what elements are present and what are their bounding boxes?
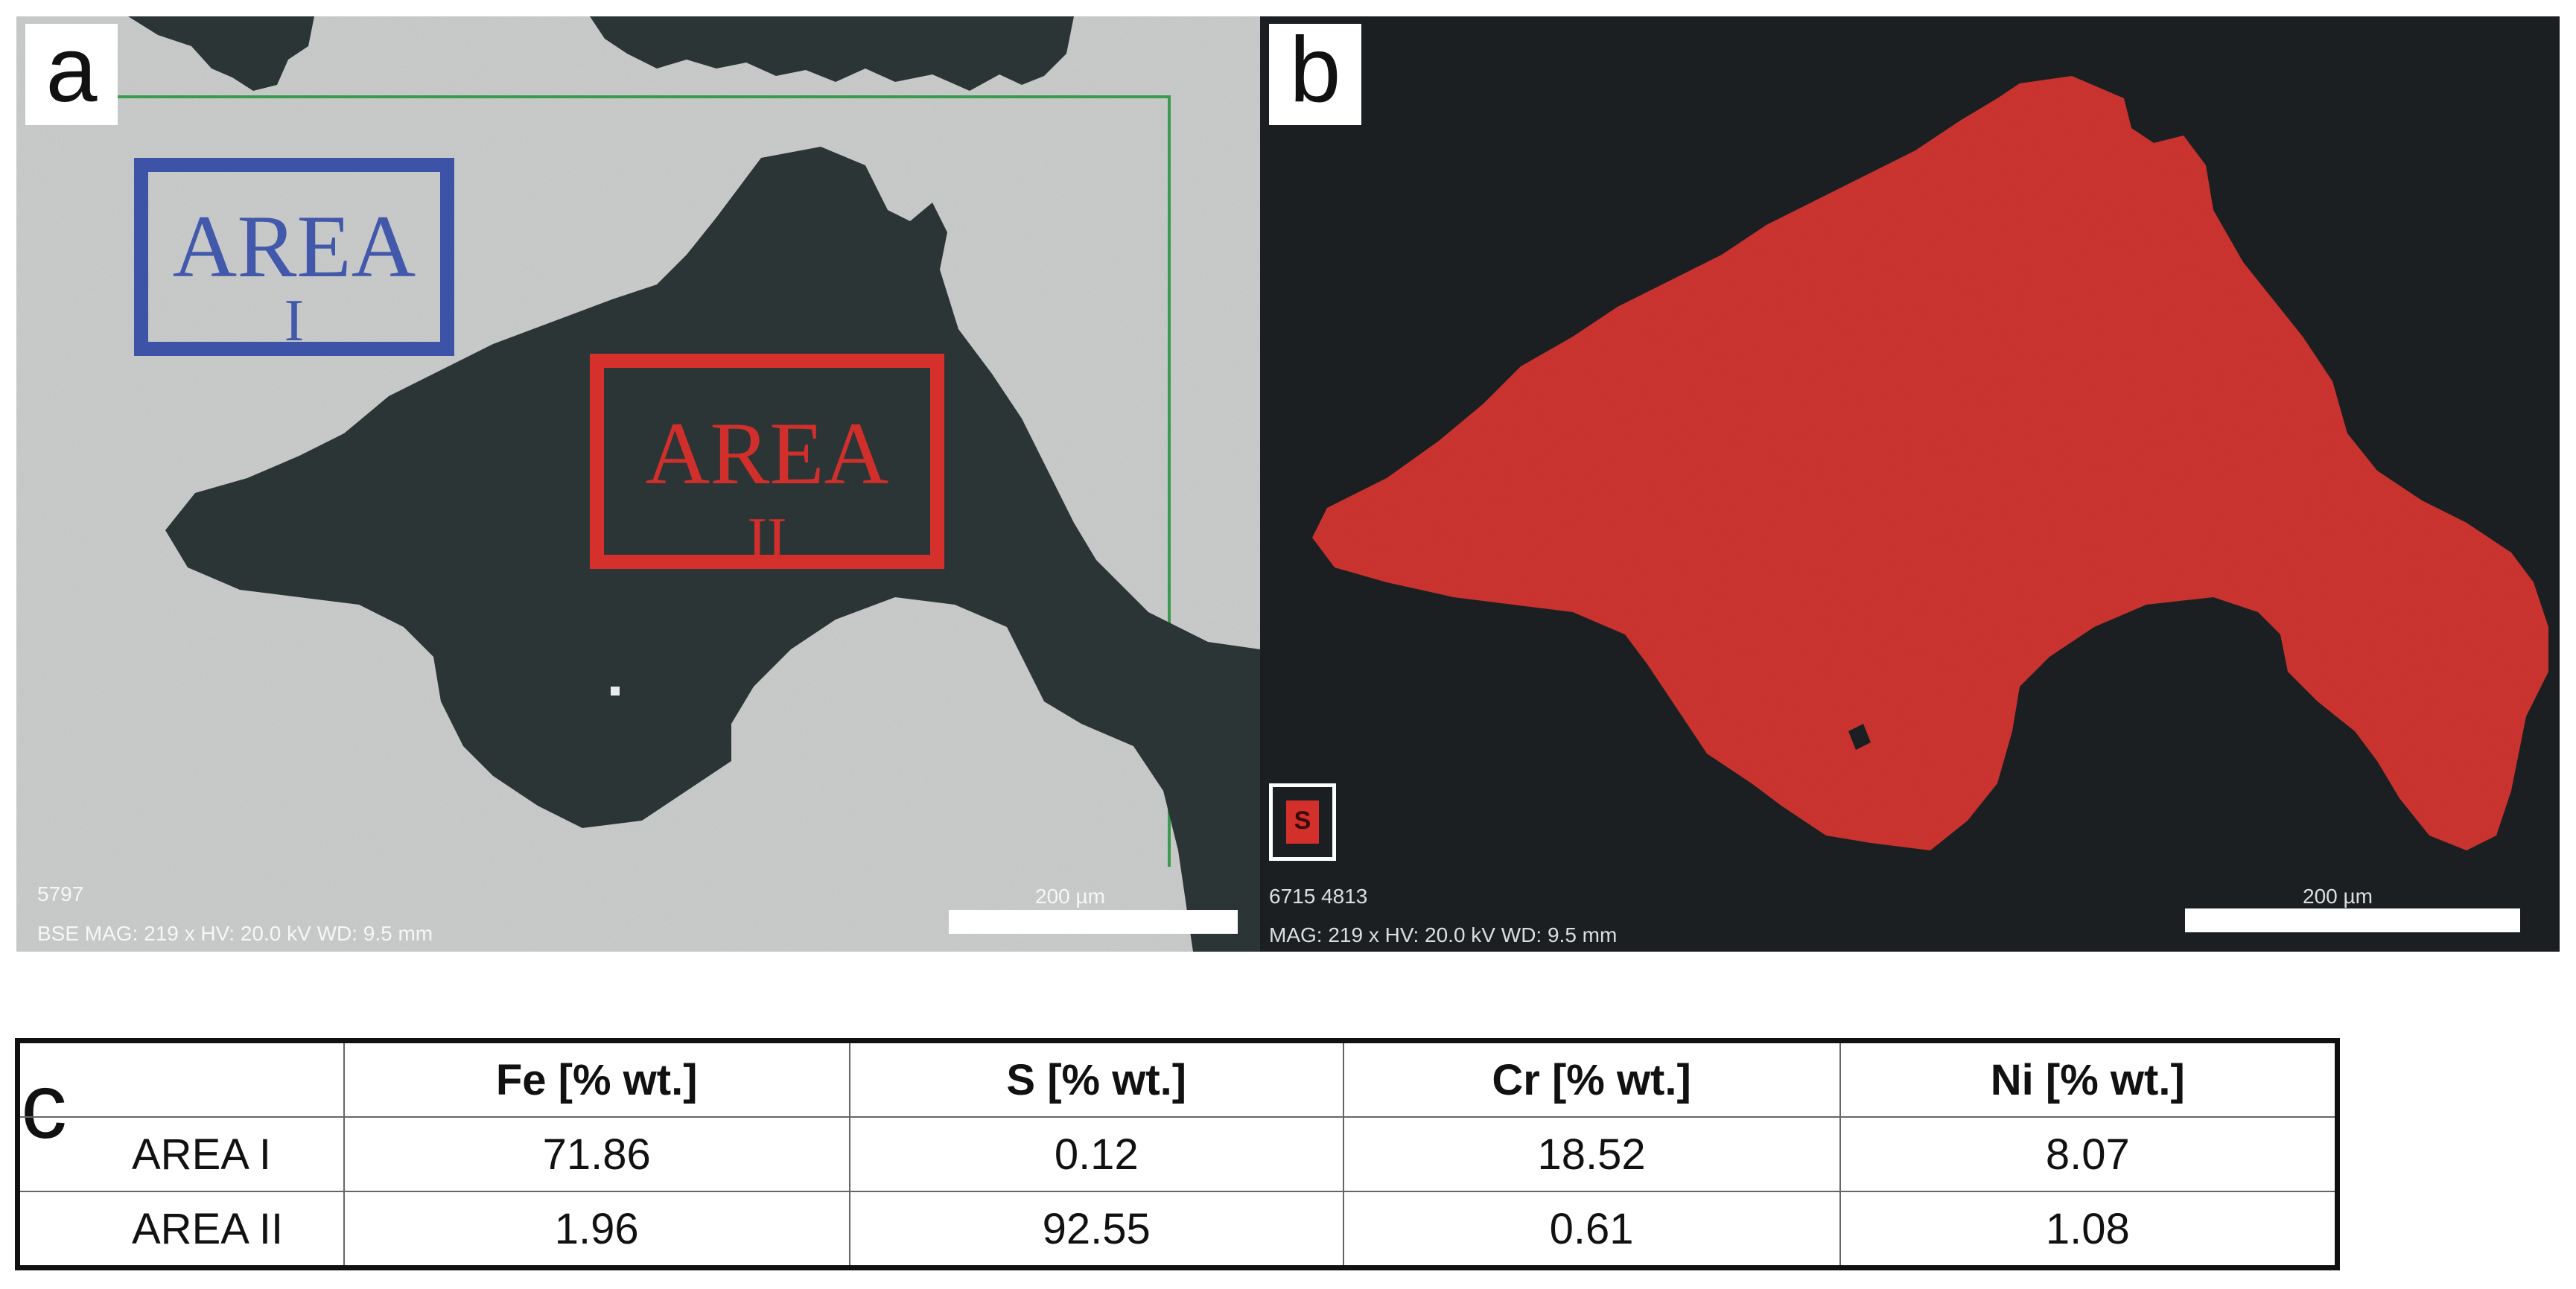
- scan-frame: [106, 95, 1171, 867]
- eds-map-panel: b S 6715 4813 MAG: 219 x HV: 20.0 kV WD:…: [1260, 16, 2560, 952]
- table-header-cell: [17, 1040, 345, 1118]
- scale-bar-label: 200 µm: [1035, 885, 1105, 908]
- top-inclusion-fragment: [590, 16, 1074, 91]
- area-i-marker: AREA I: [134, 158, 454, 356]
- table-header-cell: Fe [% wt.]: [343, 1040, 850, 1118]
- sem-micrograph: [16, 16, 1260, 952]
- sem-image-panel: a AREA I AREA II 5797 BSE MAG: 219 x HV:…: [16, 16, 1260, 952]
- element-legend-box: S: [1269, 783, 1336, 861]
- table-row: AREA I 71.86 0.12 18.52 8.07: [17, 1116, 2338, 1192]
- table-cell: 1.08: [1839, 1191, 2338, 1268]
- image-id: 5797: [37, 882, 84, 906]
- table-cell: 0.12: [848, 1116, 1344, 1192]
- panel-letter-a: a: [25, 24, 118, 125]
- table-cell: 1.96: [343, 1191, 850, 1268]
- table-cell: 18.52: [1342, 1116, 1841, 1192]
- sulfur-color-chip: S: [1286, 801, 1319, 844]
- table-cell: 71.86: [343, 1116, 850, 1192]
- table-row: AREA II 1.96 92.55 0.61 1.08: [17, 1191, 2338, 1268]
- image-id: 6715 4813: [1269, 885, 1368, 908]
- element-symbol: S: [1294, 806, 1311, 835]
- table-cell: 92.55: [848, 1191, 1344, 1268]
- sulfide-inclusion: [165, 147, 1260, 952]
- area-i-numeral: I: [284, 288, 305, 354]
- sulfur-distribution: [1312, 76, 2548, 850]
- acquisition-info: MAG: 219 x HV: 20.0 kV WD: 9.5 mm: [1269, 923, 1618, 946]
- composition-table: Fe [% wt.] S [% wt.] Cr [% wt.] Ni [% wt…: [15, 1038, 2340, 1270]
- area-ii-label: AREA: [645, 404, 889, 503]
- row-label: AREA I: [17, 1116, 345, 1192]
- acquisition-info: BSE MAG: 219 x HV: 20.0 kV WD: 9.5 mm: [37, 922, 433, 945]
- table-header-row: Fe [% wt.] S [% wt.] Cr [% wt.] Ni [% wt…: [17, 1040, 2338, 1118]
- scale-bar: [949, 910, 1238, 934]
- sulfur-map: [1260, 16, 2560, 952]
- table-header-cell: Cr [% wt.]: [1342, 1040, 1841, 1118]
- scale-bar-label: 200 µm: [2303, 885, 2373, 908]
- table-cell: 0.61: [1342, 1191, 1841, 1268]
- table-header-cell: S [% wt.]: [848, 1040, 1344, 1118]
- row-label: AREA II: [17, 1191, 345, 1268]
- area-ii-numeral: II: [747, 506, 787, 572]
- area-i-label: AREA: [172, 197, 416, 296]
- top-inclusion-fragment: [128, 16, 314, 91]
- area-ii-marker: AREA II: [590, 354, 944, 569]
- table-cell: 8.07: [1839, 1116, 2338, 1192]
- table-header-cell: Ni [% wt.]: [1839, 1040, 2338, 1118]
- scale-bar: [2185, 908, 2520, 932]
- panel-letter-b: b: [1269, 24, 1361, 125]
